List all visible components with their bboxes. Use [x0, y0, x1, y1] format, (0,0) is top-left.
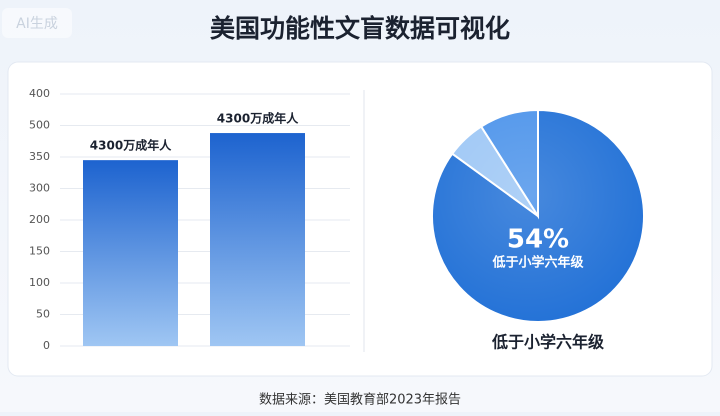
bar — [210, 133, 305, 346]
source-note: 数据来源：美国教育部2023年报告 — [259, 392, 461, 408]
y-tick-label: 500 — [29, 119, 50, 132]
watermark-box — [2, 8, 72, 38]
pie-caption: 低于小学六年级 — [491, 333, 605, 352]
y-tick-label: 0 — [43, 339, 50, 352]
bar-value-label: 4300万成年人 — [217, 111, 299, 126]
page-title: 美国功能性文盲数据可视化 — [210, 14, 510, 43]
y-tick-label: 100 — [29, 276, 50, 289]
bar — [83, 160, 178, 346]
bar-chart: 0 50 100 150 200 300 350 500 400 4300万成年人 4300万成年人 — [29, 87, 350, 352]
y-tick-label: 50 — [36, 308, 50, 321]
y-tick-label: 200 — [29, 213, 50, 226]
pie-center-label: 低于小学六年级 — [491, 255, 584, 271]
bar-value-label: 4300万成年人 — [90, 138, 172, 153]
y-tick-label: 300 — [29, 182, 50, 195]
pie-center-value: 54% — [507, 225, 569, 255]
watermark: AI生成 — [16, 16, 58, 32]
y-tick-label: 350 — [29, 150, 50, 163]
y-tick-label: 150 — [29, 245, 50, 258]
y-tick-label: 400 — [29, 87, 50, 100]
